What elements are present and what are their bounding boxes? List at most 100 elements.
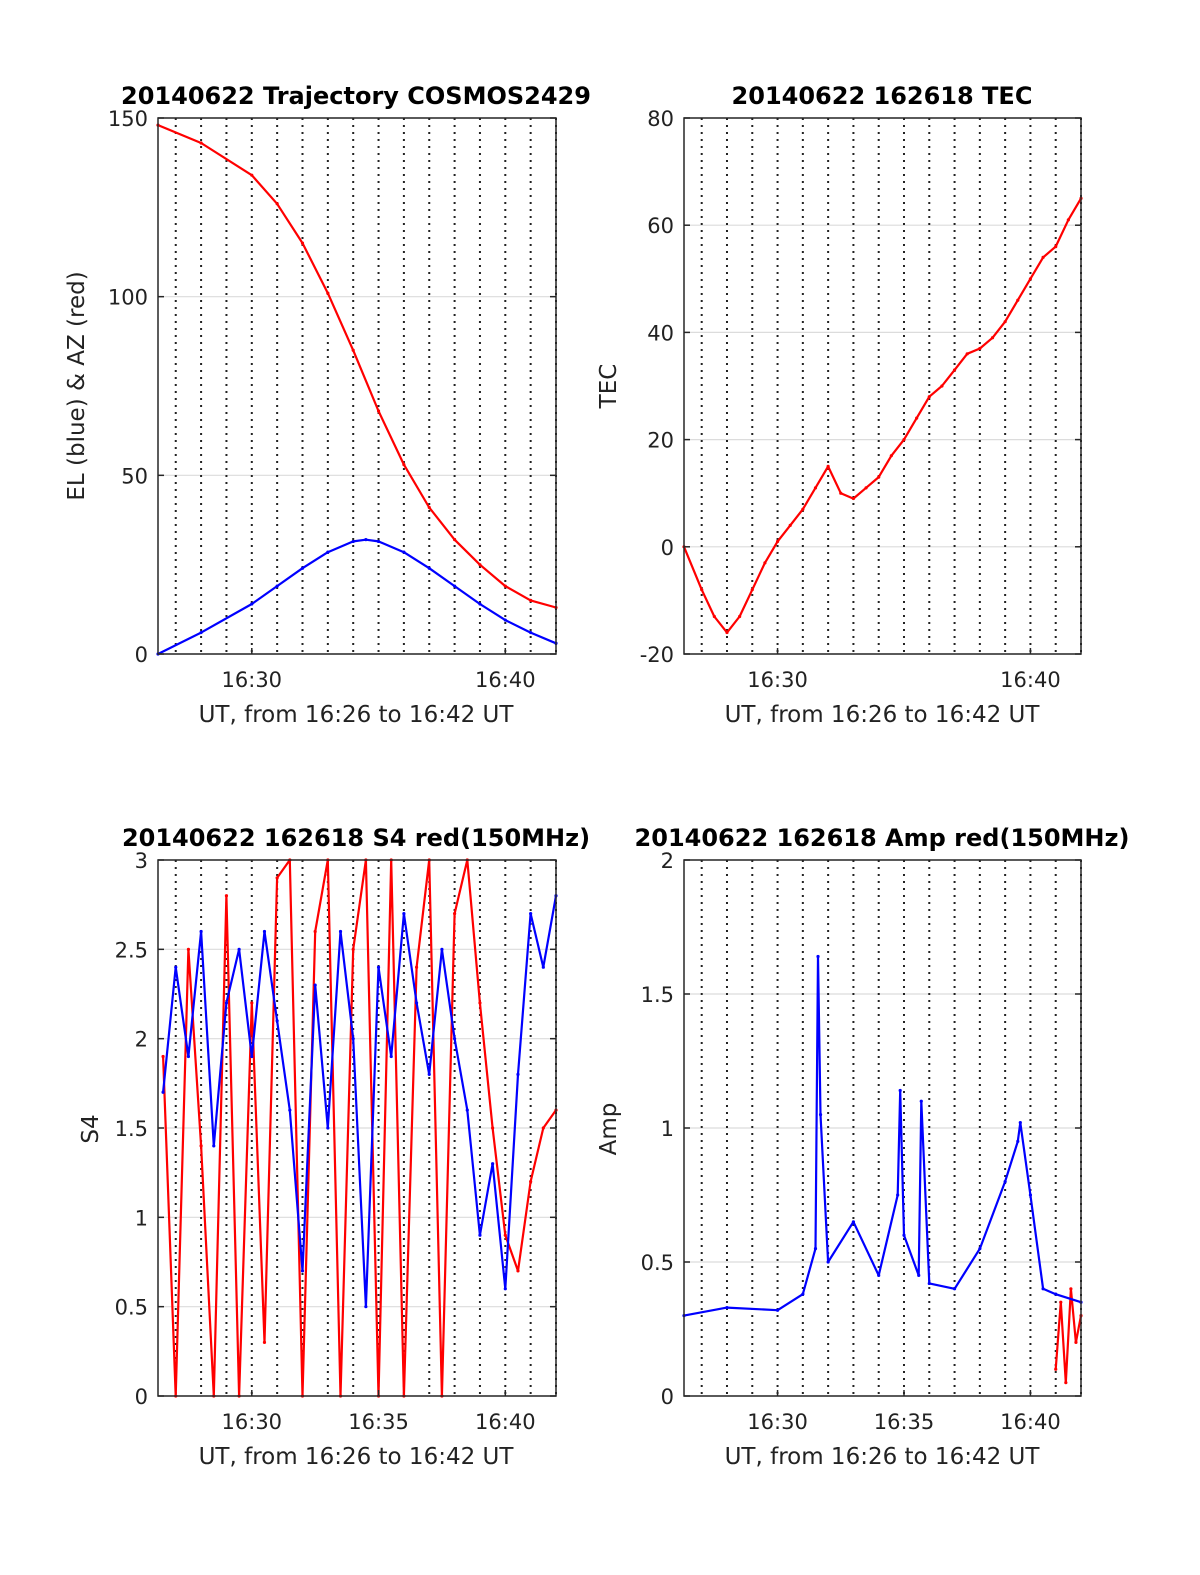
chart-title: 20140622 162618 S4 red(150MHz) xyxy=(122,824,590,852)
data-point xyxy=(262,929,267,934)
x-tick-label: 16:40 xyxy=(1000,1410,1061,1434)
x-axis-label: UT, from 16:26 to 16:42 UT xyxy=(199,1444,515,1470)
data-point xyxy=(978,346,982,351)
y-tick-label: 0.5 xyxy=(641,1251,674,1275)
data-point xyxy=(915,416,919,420)
data-point xyxy=(503,1287,507,1291)
data-point xyxy=(275,584,279,588)
data-point xyxy=(813,1247,818,1251)
x-axis-label: UT, from 16:26 to 16:42 UT xyxy=(199,702,515,728)
data-point xyxy=(1041,255,1045,259)
y-tick-label: 1.5 xyxy=(115,1117,148,1141)
data-point xyxy=(186,1054,191,1059)
data-point xyxy=(503,584,507,588)
data-point xyxy=(326,550,330,554)
series-layer xyxy=(161,858,558,1398)
x-tick-label: 16:40 xyxy=(475,1410,536,1434)
data-point xyxy=(326,291,330,295)
data-point xyxy=(877,475,881,479)
y-tick-label: 0.5 xyxy=(115,1296,148,1320)
data-point xyxy=(1074,1340,1078,1344)
data-point xyxy=(402,463,406,467)
grid-layer xyxy=(684,117,1082,655)
x-axis-label: UT, from 16:26 to 16:42 UT xyxy=(725,702,1041,728)
y-tick-label: 0 xyxy=(135,643,148,667)
data-point xyxy=(237,947,241,951)
y-tick-label: -20 xyxy=(640,643,674,667)
data-point xyxy=(338,929,343,934)
data-point xyxy=(902,438,906,442)
data-point xyxy=(1066,218,1070,222)
data-point xyxy=(952,368,957,372)
data-point xyxy=(1003,1180,1007,1184)
data-point xyxy=(1054,1367,1058,1371)
y-tick-label: 2.5 xyxy=(115,938,148,962)
data-point xyxy=(541,1126,545,1130)
data-point xyxy=(300,566,305,570)
data-point xyxy=(712,614,716,619)
data-point xyxy=(1016,1139,1020,1143)
data-point xyxy=(402,550,406,554)
series-line xyxy=(682,197,1082,634)
data-point xyxy=(491,1162,495,1166)
data-point xyxy=(1018,1121,1022,1125)
data-point xyxy=(478,563,482,567)
data-point xyxy=(927,395,931,399)
data-point xyxy=(826,464,830,468)
data-point xyxy=(199,630,203,635)
chart-title: 20140622 Trajectory COSMOS2429 xyxy=(121,82,591,110)
data-point xyxy=(300,1269,305,1273)
y-axis-label: Amp xyxy=(596,1103,622,1156)
data-point xyxy=(275,202,279,206)
x-tick-label: 16:30 xyxy=(747,1410,808,1434)
series-layer xyxy=(682,954,1083,1385)
data-point xyxy=(1054,1292,1058,1296)
y-tick-label: 0 xyxy=(661,1385,674,1409)
data-point xyxy=(376,409,381,413)
data-point xyxy=(351,539,355,544)
data-point xyxy=(1069,1287,1073,1291)
y-tick-label: 2 xyxy=(661,849,674,873)
data-point xyxy=(529,598,533,603)
y-axis-label: S4 xyxy=(78,1114,104,1143)
y-tick-label: 1 xyxy=(135,1206,148,1230)
tec-panel: 20140622 162618 TEC UT, from 16:26 to 16… xyxy=(596,82,1083,728)
data-point xyxy=(174,965,178,969)
data-point xyxy=(262,1340,267,1344)
x-tick-label: 16:30 xyxy=(747,668,808,692)
y-tick-label: 80 xyxy=(647,107,674,131)
data-point xyxy=(275,1019,279,1023)
data-point xyxy=(801,507,805,511)
data-point xyxy=(851,496,856,501)
data-point xyxy=(440,947,444,951)
data-point xyxy=(452,912,457,916)
y-tick-label: 2 xyxy=(135,1028,148,1052)
data-point xyxy=(529,1180,533,1184)
data-point xyxy=(376,539,381,544)
chart-title: 20140622 162618 Amp red(150MHz) xyxy=(635,824,1130,852)
x-tick-label: 16:40 xyxy=(1000,668,1061,692)
data-point xyxy=(952,1287,957,1291)
data-point xyxy=(1064,1381,1068,1385)
data-point xyxy=(313,983,317,987)
data-point xyxy=(224,894,229,898)
series-line xyxy=(157,538,557,655)
data-point xyxy=(516,1072,520,1076)
data-point xyxy=(250,1001,254,1005)
data-point xyxy=(161,1054,165,1059)
y-tick-label: 100 xyxy=(108,286,148,310)
trajectory-panel: 20140622 Trajectory COSMOS2429 UT, from … xyxy=(64,82,591,728)
data-point xyxy=(212,1144,216,1148)
axes-frame xyxy=(157,117,557,655)
data-point xyxy=(725,1305,729,1310)
data-point xyxy=(990,336,995,340)
data-point xyxy=(738,614,742,619)
data-point xyxy=(917,1273,921,1277)
data-point xyxy=(478,1001,482,1005)
data-point xyxy=(351,1037,355,1041)
y-tick-label: 0 xyxy=(661,536,674,560)
chart-title: 20140622 162618 TEC xyxy=(732,82,1033,110)
data-point xyxy=(1028,277,1033,281)
data-point xyxy=(541,965,545,969)
data-point xyxy=(503,618,507,622)
